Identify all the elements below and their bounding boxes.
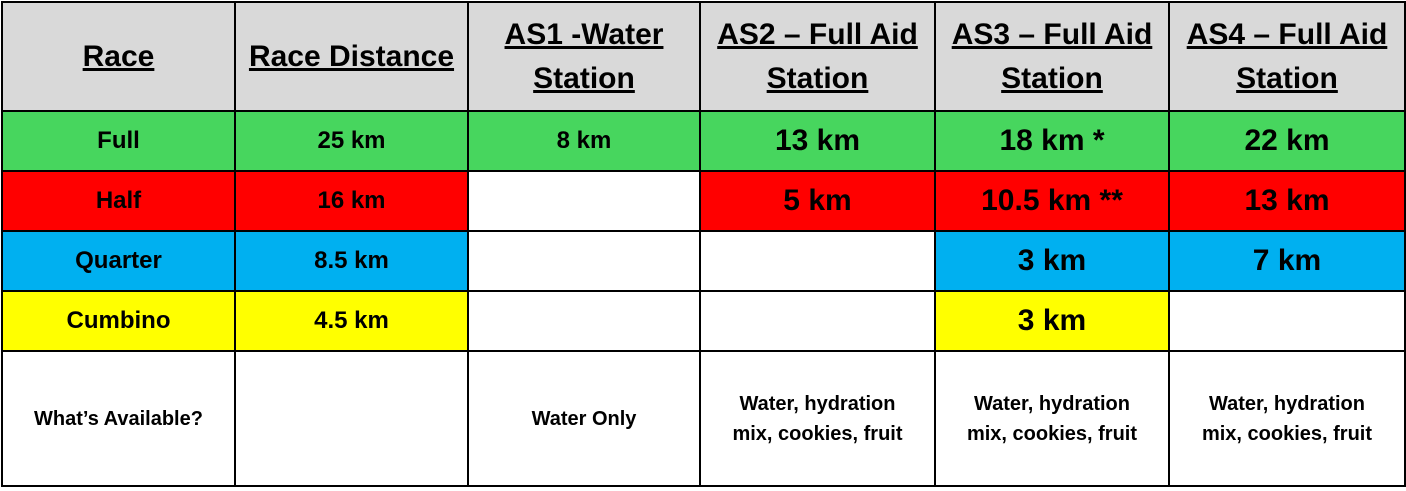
- table-row: Half 16 km 5 km 10.5 km ** 13 km: [1, 170, 1406, 232]
- as2-cell: [699, 230, 936, 292]
- distance-cell: 25 km: [234, 110, 469, 172]
- as2-cell: 13 km: [699, 110, 936, 172]
- as4-cell: [1168, 290, 1406, 352]
- table-row: Quarter 8.5 km 3 km 7 km: [1, 230, 1406, 292]
- as1-cell: 8 km: [467, 110, 701, 172]
- distance-cell: 4.5 km: [234, 290, 469, 352]
- table-row: Full 25 km 8 km 13 km 18 km * 22 km: [1, 110, 1406, 172]
- as2-cell: [699, 290, 936, 352]
- availability-as2: Water, hydration mix, cookies, fruit: [699, 350, 936, 487]
- as1-cell: [467, 230, 701, 292]
- as1-cell: [467, 170, 701, 232]
- as3-cell: 3 km: [934, 230, 1170, 292]
- race-cell: Quarter: [1, 230, 236, 292]
- as3-cell: 10.5 km **: [934, 170, 1170, 232]
- availability-distance: [234, 350, 469, 487]
- as4-cell: 13 km: [1168, 170, 1406, 232]
- as3-cell: 18 km *: [934, 110, 1170, 172]
- as3-cell: 3 km: [934, 290, 1170, 352]
- header-race-distance: Race Distance: [234, 1, 469, 112]
- availability-as3: Water, hydration mix, cookies, fruit: [934, 350, 1170, 487]
- availability-row: What’s Available? Water Only Water, hydr…: [1, 350, 1406, 487]
- header-as1: AS1 -Water Station: [467, 1, 701, 112]
- table-row: Cumbino 4.5 km 3 km: [1, 290, 1406, 352]
- availability-as1: Water Only: [467, 350, 701, 487]
- race-cell: Cumbino: [1, 290, 236, 352]
- availability-label: What’s Available?: [1, 350, 236, 487]
- header-as2: AS2 – Full Aid Station: [699, 1, 936, 112]
- header-row: Race Race Distance AS1 -Water Station AS…: [1, 1, 1406, 112]
- as4-cell: 22 km: [1168, 110, 1406, 172]
- race-cell: Half: [1, 170, 236, 232]
- availability-as4: Water, hydration mix, cookies, fruit: [1168, 350, 1406, 487]
- distance-cell: 8.5 km: [234, 230, 469, 292]
- distance-cell: 16 km: [234, 170, 469, 232]
- header-race: Race: [1, 1, 236, 112]
- as2-cell: 5 km: [699, 170, 936, 232]
- as4-cell: 7 km: [1168, 230, 1406, 292]
- header-as4: AS4 – Full Aid Station: [1168, 1, 1406, 112]
- race-cell: Full: [1, 110, 236, 172]
- header-as3: AS3 – Full Aid Station: [934, 1, 1170, 112]
- as1-cell: [467, 290, 701, 352]
